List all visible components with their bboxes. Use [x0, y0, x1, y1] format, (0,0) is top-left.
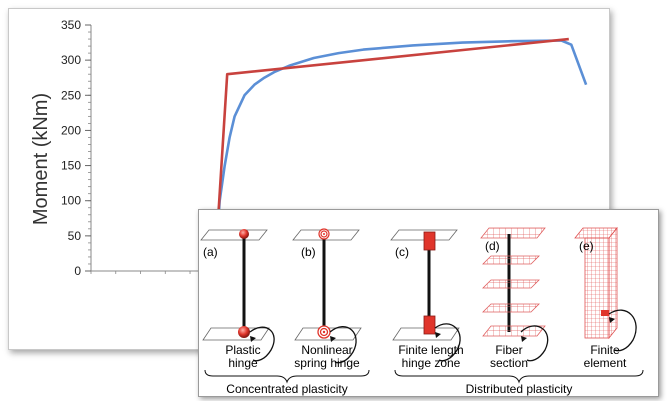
- y-tick-label: 250: [61, 88, 81, 102]
- y-ticks: 0 50 100 150 200 250 300 350: [61, 18, 91, 278]
- panel-c-caption-2: hinge zone: [402, 356, 461, 370]
- plasticity-diagram-svg: (a) Plastic hinge (b) Nonlinear sprin: [200, 226, 644, 396]
- panel-d-caption-2: section: [490, 356, 528, 370]
- distributed-plasticity-label: Distributed plasticity: [466, 382, 573, 396]
- series-line-2: [213, 37, 569, 272]
- panel-d-fiber-section: (d) Fiber section: [480, 227, 549, 370]
- panel-e-caption-2: element: [584, 356, 627, 370]
- panel-a-caption-1: Plastic: [225, 343, 260, 357]
- panel-b-nonlinear-spring-hinge: (b) Nonlinear spring hinge: [292, 228, 362, 370]
- distributed-plasticity-brace: [394, 369, 644, 384]
- panel-e-caption-1: Finite: [590, 343, 620, 357]
- plasticity-models-diagram: (a) Plastic hinge (b) Nonlinear sprin: [198, 209, 659, 397]
- y-tick-label: 150: [61, 159, 81, 173]
- panel-c-finite-length-hinge: (c) Finite length hinge zone: [390, 229, 464, 370]
- panel-a-letter: (a): [203, 245, 218, 259]
- panel-d-letter: (d): [485, 239, 500, 253]
- y-tick-label: 0: [74, 264, 81, 278]
- chart-series: [213, 37, 588, 272]
- y-tick-label: 50: [68, 229, 82, 243]
- y-tick-label: 350: [61, 18, 81, 32]
- panel-d-caption-1: Fiber: [495, 343, 522, 357]
- spring-icon-bottom: [317, 325, 331, 339]
- series-line-1: [213, 39, 588, 272]
- concentrated-plasticity-label: Concentrated plasticity: [226, 382, 347, 396]
- y-tick-label: 200: [61, 123, 81, 137]
- panel-c-caption-1: Finite length: [398, 343, 463, 357]
- y-tick-label: 100: [61, 194, 81, 208]
- y-tick-label: 300: [61, 53, 81, 67]
- panel-e-letter: (e): [579, 239, 594, 253]
- y-axis-label: Moment (kNm): [30, 93, 52, 225]
- panel-b-caption-2: spring hinge: [294, 356, 360, 370]
- panel-c-letter: (c): [395, 245, 409, 259]
- concentrated-plasticity-brace: [204, 369, 370, 384]
- panel-a-plastic-hinge: (a) Plastic hinge: [200, 229, 275, 370]
- panel-a-caption-2: hinge: [228, 356, 258, 370]
- spring-icon-top: [318, 228, 330, 240]
- panel-b-caption-1: Nonlinear: [301, 343, 352, 357]
- panel-b-letter: (b): [301, 245, 316, 259]
- panel-e-finite-element: (e) Finite element: [574, 226, 637, 370]
